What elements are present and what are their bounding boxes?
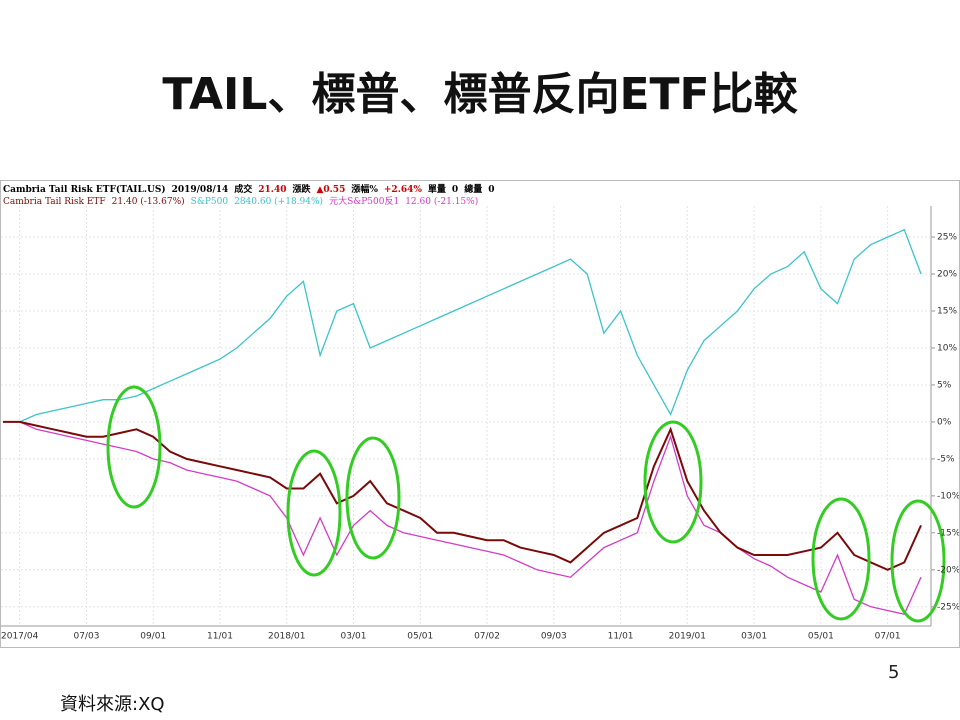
header-item: ▲0.55 [316,185,346,195]
x-tick-label: 07/03 [73,632,99,642]
chart: Cambria Tail Risk ETF(TAIL.US) 2019/08/14… [0,180,960,648]
legend-value: 21.40 (-13.67%) [111,197,185,207]
y-tick-label: 10% [937,343,957,353]
y-tick-label: 15% [937,307,957,317]
legend-value: 2840.60 (+18.94%) [234,197,324,207]
highlight-ellipse [890,499,946,623]
header-item: 漲跌 [292,185,311,195]
series-line [3,421,922,615]
legend-name: S&P500 [190,197,229,207]
page-number: 5 [888,662,900,683]
x-tick-label: 05/01 [808,632,834,642]
x-tick-label: 2018/01 [268,632,305,642]
y-tick-label: 5% [937,380,952,390]
header-item: 總量 [464,185,483,195]
x-tick-label: 11/01 [207,632,233,642]
x-tick-label: 2017/04 [1,632,39,642]
header-item: 0 [488,185,495,195]
x-tick-label: 07/01 [875,632,901,642]
y-tick-label: -5% [937,454,955,464]
x-tick-label: 03/01 [741,632,767,642]
legend: Cambria Tail Risk ETF 21.40 (-13.67%) S&P5… [3,194,484,207]
legend-value: 12.60 (-21.15%) [405,197,479,207]
header-item: 成交 [234,185,253,195]
header-item: 漲幅% [351,185,378,195]
x-tick-label: 03/01 [341,632,367,642]
chart-header: Cambria Tail Risk ETF(TAIL.US) 2019/08/14… [3,182,500,195]
x-tick-label: 07/02 [474,632,500,642]
x-tick-label: 09/01 [140,632,166,642]
x-tick-label: 11/01 [608,632,634,642]
x-tick-label: 05/01 [407,632,433,642]
series-line [3,420,922,571]
header-item: 2019/08/14 [171,185,229,195]
highlight-ellipse [811,497,871,621]
slide-title: TAIL、標普、標普反向ETF比較 [162,69,798,120]
y-tick-label: -20% [937,565,959,575]
header-item: 21.40 [258,185,287,195]
series-line [3,228,922,423]
header-item: +2.64% [383,185,422,195]
highlight-ellipse [643,420,703,544]
highlight-group [106,385,946,623]
plot: 25% 20% 15% 10% 5% 0% -5% -10% -15% -20% -25% 2017/… [1,206,959,642]
highlight-ellipse [106,385,162,509]
y-tick-label: -25% [937,602,959,612]
legend-name: 元大S&P500反1 [329,197,400,207]
legend-name: Cambria Tail Risk ETF [3,197,106,207]
header-item: 單量 [427,185,446,195]
source-note: 資料來源:XQ [60,694,165,715]
y-tick-label: 25% [937,233,957,243]
y-tick-label: 0% [937,417,952,427]
y-tick-label: -10% [937,491,959,501]
highlight-ellipse [345,436,401,560]
y-tick-label: 20% [937,270,957,280]
y-tick-label: -15% [937,528,959,538]
highlight-ellipse [286,449,342,577]
header-item: Cambria Tail Risk ETF(TAIL.US) [3,185,166,195]
header-item: 0 [451,185,459,195]
x-tick-label: 2019/01 [669,632,706,642]
x-tick-label: 09/03 [541,632,567,642]
